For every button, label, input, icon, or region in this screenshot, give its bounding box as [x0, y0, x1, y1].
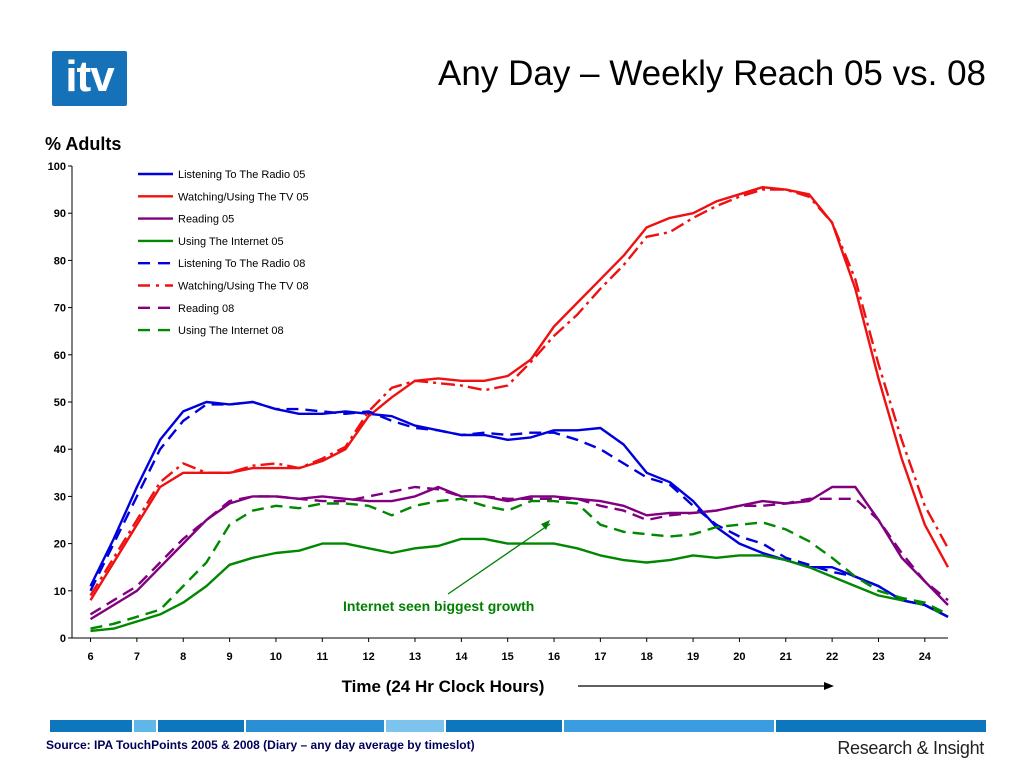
strip-segment-1	[50, 720, 132, 732]
x-tick-label: 19	[687, 651, 699, 663]
series-line-8	[90, 497, 949, 630]
legend-label-6: Watching/Using The TV 08	[178, 281, 309, 293]
x-tick-label: 9	[227, 651, 233, 663]
x-tick-label: 18	[641, 651, 653, 663]
x-tick-label: 11	[316, 651, 328, 663]
y-tick-label: 20	[54, 539, 66, 551]
legend-label-3: Reading 05	[178, 214, 234, 226]
y-tick-label: 10	[54, 586, 66, 598]
y-tick-label: 80	[54, 255, 66, 267]
annotation-text: Internet seen biggest growth	[343, 598, 534, 614]
strip-segment-8	[776, 720, 986, 732]
y-tick-label: 60	[54, 350, 66, 362]
x-tick-label: 12	[363, 651, 375, 663]
y-axis-label: % Adults	[45, 134, 121, 154]
y-tick-label: 0	[60, 633, 66, 645]
annotation-arrow-head	[541, 520, 551, 530]
series-line-2	[89, 185, 950, 601]
strip-segment-5	[386, 720, 444, 732]
series-line-4	[90, 537, 949, 633]
strip-segment-3	[158, 720, 244, 732]
x-tick-label: 23	[872, 651, 884, 663]
x-tick-label: 16	[548, 651, 560, 663]
series-line-7	[89, 485, 949, 616]
source-note: Source: IPA TouchPoints 2005 & 2008 (Dia…	[46, 738, 475, 752]
x-tick-label: 17	[594, 651, 606, 663]
strip-segment-4	[246, 720, 384, 732]
y-tick-label: 90	[54, 208, 66, 220]
legend-label-4: Using The Internet 05	[178, 236, 284, 248]
y-tick-label: 40	[54, 444, 66, 456]
research-insight-brand: Research & Insight	[837, 738, 984, 758]
footer-color-strip	[50, 720, 986, 732]
x-tick-label: 20	[733, 651, 745, 663]
series-line-6	[89, 188, 950, 597]
x-tick-label: 14	[455, 651, 468, 663]
x-axis-label: Time (24 Hr Clock Hours)	[342, 677, 545, 696]
y-tick-label: 50	[54, 397, 66, 409]
legend-label-5: Listening To The Radio 08	[178, 258, 305, 270]
page-title: Any Day – Weekly Reach 05 vs. 08	[438, 54, 986, 93]
x-tick-label: 6	[87, 651, 93, 663]
legend-label-7: Reading 08	[178, 303, 234, 315]
x-tick-label: 13	[409, 651, 421, 663]
x-tick-label: 22	[826, 651, 838, 663]
series-line-3	[89, 485, 949, 621]
legend-label-2: Watching/Using The TV 05	[178, 191, 309, 203]
series-line-5	[89, 400, 949, 618]
legend-label-8: Using The Internet 08	[178, 325, 284, 337]
annotation-arrow-line	[447, 523, 551, 595]
x-tick-label: 15	[502, 651, 514, 663]
strip-segment-6	[446, 720, 562, 732]
x-tick-label: 24	[919, 651, 932, 663]
logo-text: itv	[65, 51, 114, 101]
x-tick-label: 7	[134, 651, 140, 663]
strip-segment-7	[564, 720, 774, 732]
time-arrow-head	[824, 682, 834, 690]
legend-label-1: Listening To The Radio 05	[178, 169, 305, 181]
y-tick-label: 70	[54, 303, 66, 315]
x-tick-label: 10	[270, 651, 282, 663]
itv-logo: itv	[52, 51, 127, 106]
y-tick-label: 100	[48, 161, 66, 173]
strip-segment-2	[134, 720, 156, 732]
line-chart: 0 10 20 30 40 50 60 70 80 90 100 6 7 8 9 10 11 12 13 14 15 16…	[45, 134, 950, 696]
x-tick-label: 21	[780, 651, 792, 663]
y-tick-label: 30	[54, 491, 66, 503]
x-tick-label: 8	[180, 651, 186, 663]
